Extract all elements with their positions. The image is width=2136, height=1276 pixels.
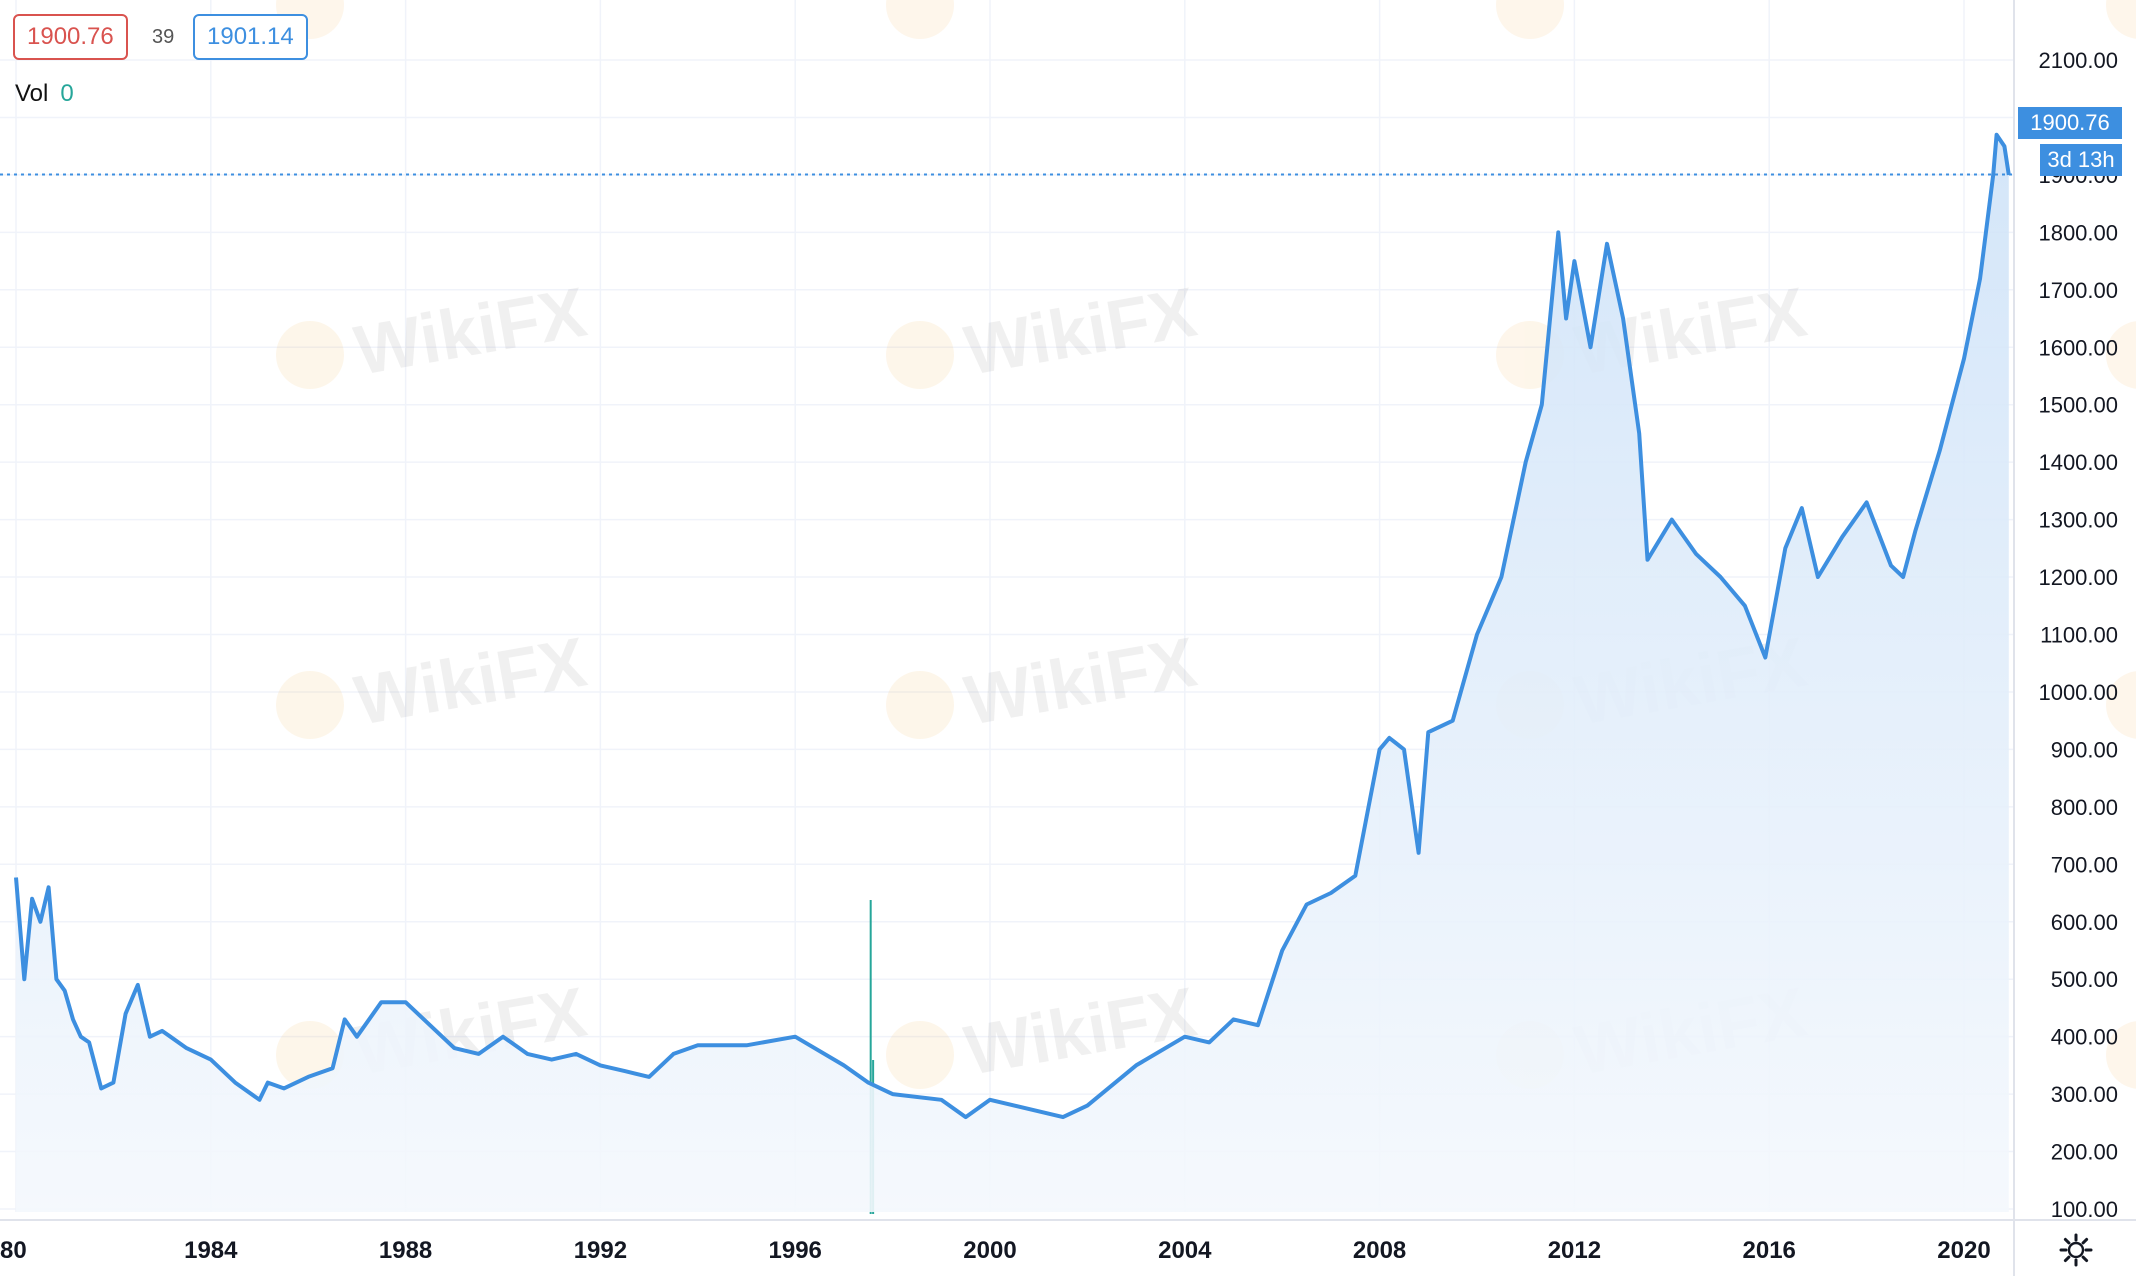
x-tick-label: 1988: [379, 1237, 432, 1264]
y-tick-label: 2100.00: [2038, 48, 2118, 73]
x-tick-label: 2000: [963, 1237, 1016, 1264]
svg-text:WikiFX: WikiFX: [959, 622, 1202, 739]
watermark: WikiFX: [886, 622, 1202, 740]
y-tick-label: 1600.00: [2038, 335, 2118, 360]
x-tick-label: 1996: [769, 1237, 822, 1264]
y-tick-label: 200.00: [2051, 1140, 2118, 1165]
watermark: [1496, 0, 1564, 39]
y-tick-label: 1100.00: [2040, 623, 2118, 648]
x-tick-label: 2008: [1353, 1237, 1406, 1264]
y-tick-label: 600.00: [2051, 910, 2118, 935]
y-tick-label: 1000.00: [2038, 680, 2118, 705]
y-tick-label: 700.00: [2051, 852, 2118, 877]
watermark: WikiFX: [2106, 671, 2136, 739]
price-line: [14, 132, 2011, 1120]
price-axis[interactable]: 100.00 200.00 300.00 400.00 500.00 600.00 700.…: [2038, 48, 2118, 1222]
bar-countdown-label: 3d 13h: [2040, 144, 2122, 176]
x-tick-label: 1984: [184, 1237, 238, 1264]
y-tick-label: 1400.00: [2038, 450, 2118, 475]
watermark: [2106, 0, 2136, 39]
y-tick-label: 1800.00: [2038, 220, 2118, 245]
watermark: [886, 0, 954, 39]
last-price-label: 1900.76: [2018, 107, 2122, 139]
chart-grid: [0, 0, 2014, 1212]
x-tick-label: 1992: [574, 1237, 627, 1264]
bid-price-box: 1900.76: [13, 14, 128, 60]
gear-icon: [2059, 1233, 2093, 1267]
time-axis[interactable]: 80 1984 1988 1992 1996 2000 2004 2008 2012 2016 20…: [0, 1237, 1991, 1264]
y-tick-label: 800.00: [2051, 795, 2118, 820]
svg-text:WikiFX: WikiFX: [349, 622, 592, 739]
y-tick-label: 400.00: [2051, 1025, 2118, 1050]
ask-price-box: 1901.14: [193, 14, 308, 60]
y-tick-label: 1500.00: [2038, 393, 2118, 418]
x-tick-label: 80: [0, 1237, 27, 1264]
y-tick-label: 1300.00: [2038, 508, 2118, 533]
price-area-fill: [16, 134, 2009, 1213]
x-tick-label: 2004: [1158, 1237, 1212, 1264]
watermark: WikiFX: [2106, 1021, 2136, 1089]
y-tick-label: 500.00: [2051, 967, 2118, 992]
y-tick-label: 100.00: [2051, 1197, 2118, 1222]
watermark: WikiFX: [2106, 321, 2136, 389]
x-tick-label: 2020: [1937, 1237, 1990, 1264]
volume-label: Vol: [15, 80, 49, 107]
spread-value: 39: [152, 26, 175, 48]
price-series: [14, 132, 2011, 1213]
chart-settings-button[interactable]: [2056, 1230, 2096, 1270]
y-tick-label: 900.00: [2051, 737, 2118, 762]
watermark: WikiFX: [276, 622, 592, 740]
x-tick-label: 2012: [1548, 1237, 1601, 1264]
volume-value: 0: [60, 80, 74, 107]
x-tick-label: 2016: [1743, 1237, 1796, 1264]
y-tick-label: 1200.00: [2038, 565, 2118, 590]
y-tick-label: 1700.00: [2038, 278, 2118, 303]
y-tick-label: 300.00: [2051, 1082, 2118, 1107]
volume-legend: Vol 0: [15, 80, 74, 108]
